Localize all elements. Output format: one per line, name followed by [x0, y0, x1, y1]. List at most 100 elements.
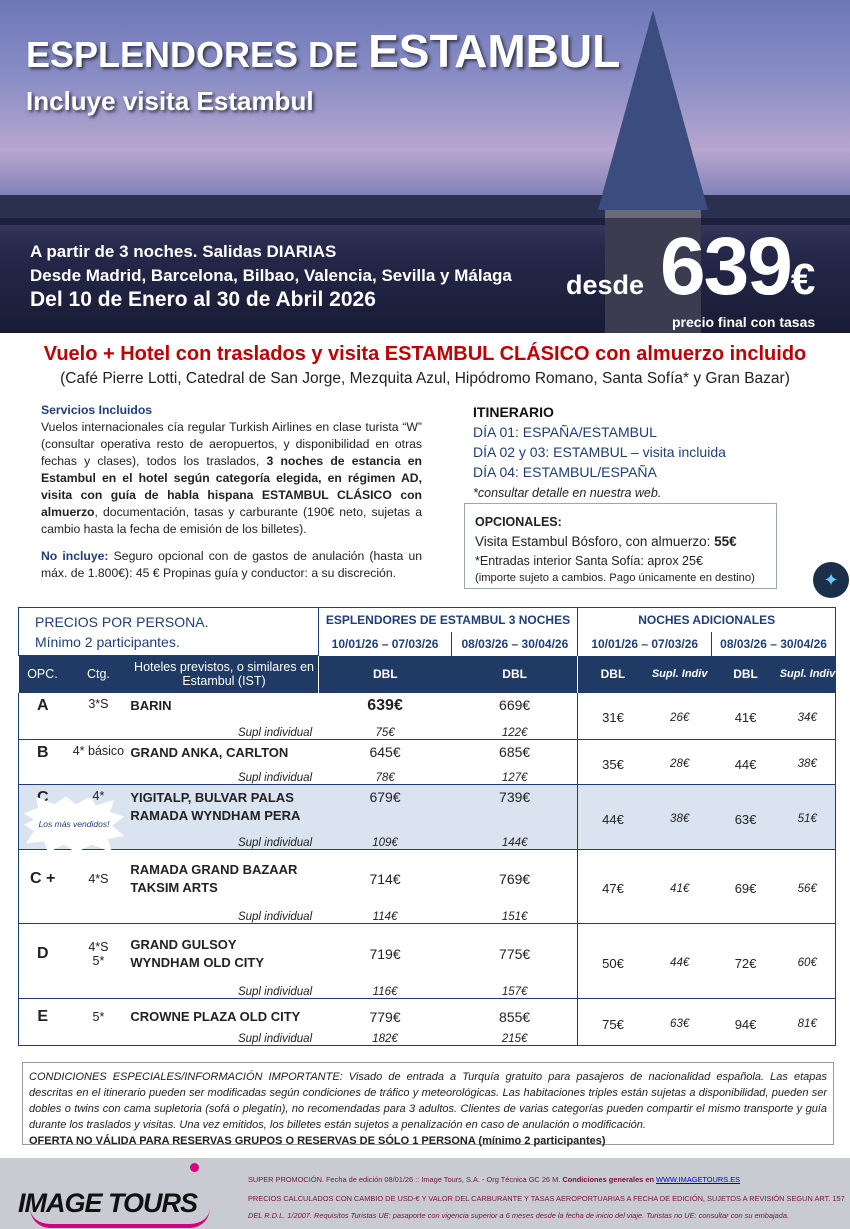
departure-cities: Desde Madrid, Barcelona, Bilbao, Valenci…: [30, 266, 512, 285]
extra-night-dbl-2: 69€: [711, 849, 780, 924]
itinerary-day: DÍA 01: ESPAÑA/ESTAMBUL: [473, 424, 657, 440]
supl-period-2: 127€: [451, 769, 578, 785]
info-band: [0, 218, 850, 333]
travel-dates: Del 10 de Enero al 30 de Abril 2026: [30, 288, 376, 311]
supplement-row: Supl individual 114€ 151€: [18, 903, 836, 924]
supl-label: Supl individual: [18, 903, 319, 924]
nights-info: A partir de 3 noches. Salidas DIARIAS: [30, 242, 337, 261]
category: 4* básico: [72, 744, 125, 758]
supl-period-2: 157€: [451, 979, 578, 999]
table-row: B 4* básico GRAND ANKA, CARLTON 645€ 685€ 35€…: [18, 739, 836, 785]
optional-disclaimer: (importe sujeto a cambios. Pago únicamen…: [475, 572, 755, 584]
period-header: 10/01/26 – 07/03/26: [317, 631, 452, 656]
col-header-opc: OPC.: [18, 655, 67, 693]
col-header-supl: Supl. Indiv: [779, 655, 836, 693]
category: 3*S: [88, 696, 109, 711]
extra-night-supl-1: 26€: [647, 692, 712, 740]
offer-subheadline: (Café Pierre Lotti, Catedral de San Jorg…: [60, 370, 790, 387]
extra-night-dbl-2: 44€: [711, 739, 780, 785]
col-header-supl: Supl. Indiv: [647, 655, 712, 693]
services-title: Servicios Incluidos: [41, 403, 153, 417]
supl-period-1: 116€: [318, 979, 452, 999]
app-widget-icon[interactable]: ✦: [813, 562, 849, 598]
page-title: ESPLENDORES DE ESTAMBUL: [26, 25, 621, 77]
price-period-1: 779€: [369, 1008, 401, 1025]
price-period-2: 855€: [499, 1008, 531, 1025]
supl-period-1: 78€: [318, 769, 452, 785]
supl-label: Supl individual: [18, 979, 319, 999]
page-subtitle: Incluye visita Estambul: [26, 86, 314, 116]
price-period-2: 685€: [499, 744, 531, 760]
supl-period-1: 114€: [318, 903, 452, 924]
extra-night-supl-2: 60€: [779, 923, 836, 999]
headline-price: 639€: [660, 221, 815, 312]
col-header-hotels: Hoteles previstos, o similares en Estamb…: [130, 655, 319, 693]
period-header: 08/03/26 – 30/04/26: [711, 631, 836, 656]
extra-night-supl-2: 34€: [779, 692, 836, 740]
period-header: 08/03/26 – 30/04/26: [451, 631, 578, 656]
option-code: A: [18, 692, 67, 725]
footer-line-3: DEL R.D.L. 1/2007. Requisitos Turistas U…: [248, 1211, 790, 1220]
price-table: PRECIOS POR PERSONA. Mínimo 2 participant…: [18, 607, 836, 1046]
itinerary-section: ITINERARIO DÍA 01: ESPAÑA/ESTAMBUL DÍA 0…: [473, 402, 726, 503]
category: 5*: [92, 1009, 105, 1024]
price-period-1: 679€: [369, 789, 401, 805]
itinerary-note: *consultar detalle en nuestra web.: [473, 486, 662, 500]
price-note: precio final con tasas: [672, 314, 816, 330]
services-text: Vuelos internacionales cía regular Turki…: [41, 420, 422, 536]
supl-period-1: 75€: [318, 724, 452, 740]
table-row: C 4* YIGITALP, BULVAR PALAS RAMADA WYNDHAM…: [18, 784, 836, 850]
hotel-names: RAMADA GRAND BAZAAR TAKSIM ARTS: [130, 861, 298, 895]
supplement-row: Supl individual 78€ 127€: [18, 769, 836, 785]
col-header-ctg: Ctg.: [66, 655, 131, 693]
extra-night-supl-2: 56€: [779, 849, 836, 924]
supl-period-2: 151€: [451, 903, 578, 924]
extra-night-dbl-1: 35€: [577, 739, 648, 785]
website-link[interactable]: WWW.IMAGETOURS.ES: [656, 1175, 741, 1184]
logo-swoosh: [30, 1208, 210, 1228]
period-header: 10/01/26 – 07/03/26: [577, 631, 712, 656]
price-period-2: 669€: [499, 696, 531, 713]
table-row: D 4*S 5* GRAND GULSOY WYNDHAM OLD CITY 719€…: [18, 923, 836, 999]
supplement-row: Supl individual 182€ 215€: [18, 1030, 836, 1046]
price-period-1: 645€: [369, 744, 401, 760]
optional-item: Visita Estambul Bósforo, con almuerzo: 5…: [475, 534, 737, 549]
price-from-label: desde: [566, 270, 645, 300]
option-code: C +: [18, 849, 67, 904]
price-period-2: 769€: [499, 870, 531, 887]
itinerary-title: ITINERARIO: [473, 404, 554, 420]
supl-period-2: 122€: [451, 724, 578, 740]
supl-label: Supl individual: [18, 724, 319, 740]
table-row: C + 4*S RAMADA GRAND BAZAAR TAKSIM ARTS 714…: [18, 849, 836, 924]
option-code: D: [18, 923, 67, 980]
supl-period-1: 109€: [318, 830, 452, 850]
extra-night-dbl-1: 75€: [577, 998, 648, 1046]
extra-night-dbl-1: 44€: [577, 784, 648, 850]
image-tours-logo: IMAGE TOURS: [18, 1188, 198, 1218]
extra-night-supl-2: 38€: [779, 739, 836, 785]
option-code: B: [18, 739, 67, 770]
price-period-1: 719€: [369, 945, 401, 962]
supplement-row: Supl individual 75€ 122€: [18, 724, 836, 740]
hotel-names: YIGITALP, BULVAR PALAS RAMADA WYNDHAM PE…: [130, 790, 301, 823]
conditions-box: CONDICIONES ESPECIALES/INFORMACIÓN IMPOR…: [22, 1062, 834, 1147]
col-header-dbl: DBL: [577, 655, 648, 693]
price-period-1: 639€: [367, 696, 403, 714]
col-header-dbl: DBL: [317, 655, 452, 693]
galata-tower-image: [598, 10, 708, 210]
logo-dot: [190, 1163, 199, 1172]
optionals-box: OPCIONALES: Visita Estambul Bósforo, con…: [464, 503, 777, 589]
hotel-names: CROWNE PLAZA OLD CITY: [130, 1008, 301, 1024]
table-intro: PRECIOS POR PERSONA. Mínimo 2 participant…: [18, 607, 319, 656]
extra-night-dbl-2: 94€: [711, 998, 780, 1046]
extra-night-dbl-1: 50€: [577, 923, 648, 999]
optional-note: *Entradas interior Santa Sofía: aprox 25…: [475, 554, 703, 568]
footer-line-1: SUPER PROMOCIÓN. Fecha de edición 08/01/…: [248, 1175, 741, 1184]
supl-label: Supl individual: [18, 1030, 319, 1046]
price-period-2: 739€: [499, 789, 531, 805]
extra-night-dbl-1: 31€: [577, 692, 648, 740]
group-header-package: ESPLENDORES DE ESTAMBUL 3 NOCHES: [317, 607, 578, 632]
services-section: Servicios Incluidos Vuelos internacional…: [41, 402, 422, 582]
extra-night-supl-1: 63€: [647, 998, 712, 1046]
not-included: No incluye: Seguro opcional con de gasto…: [41, 549, 423, 580]
